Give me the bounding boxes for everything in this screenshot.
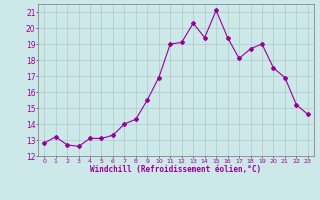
X-axis label: Windchill (Refroidissement éolien,°C): Windchill (Refroidissement éolien,°C) — [91, 165, 261, 174]
